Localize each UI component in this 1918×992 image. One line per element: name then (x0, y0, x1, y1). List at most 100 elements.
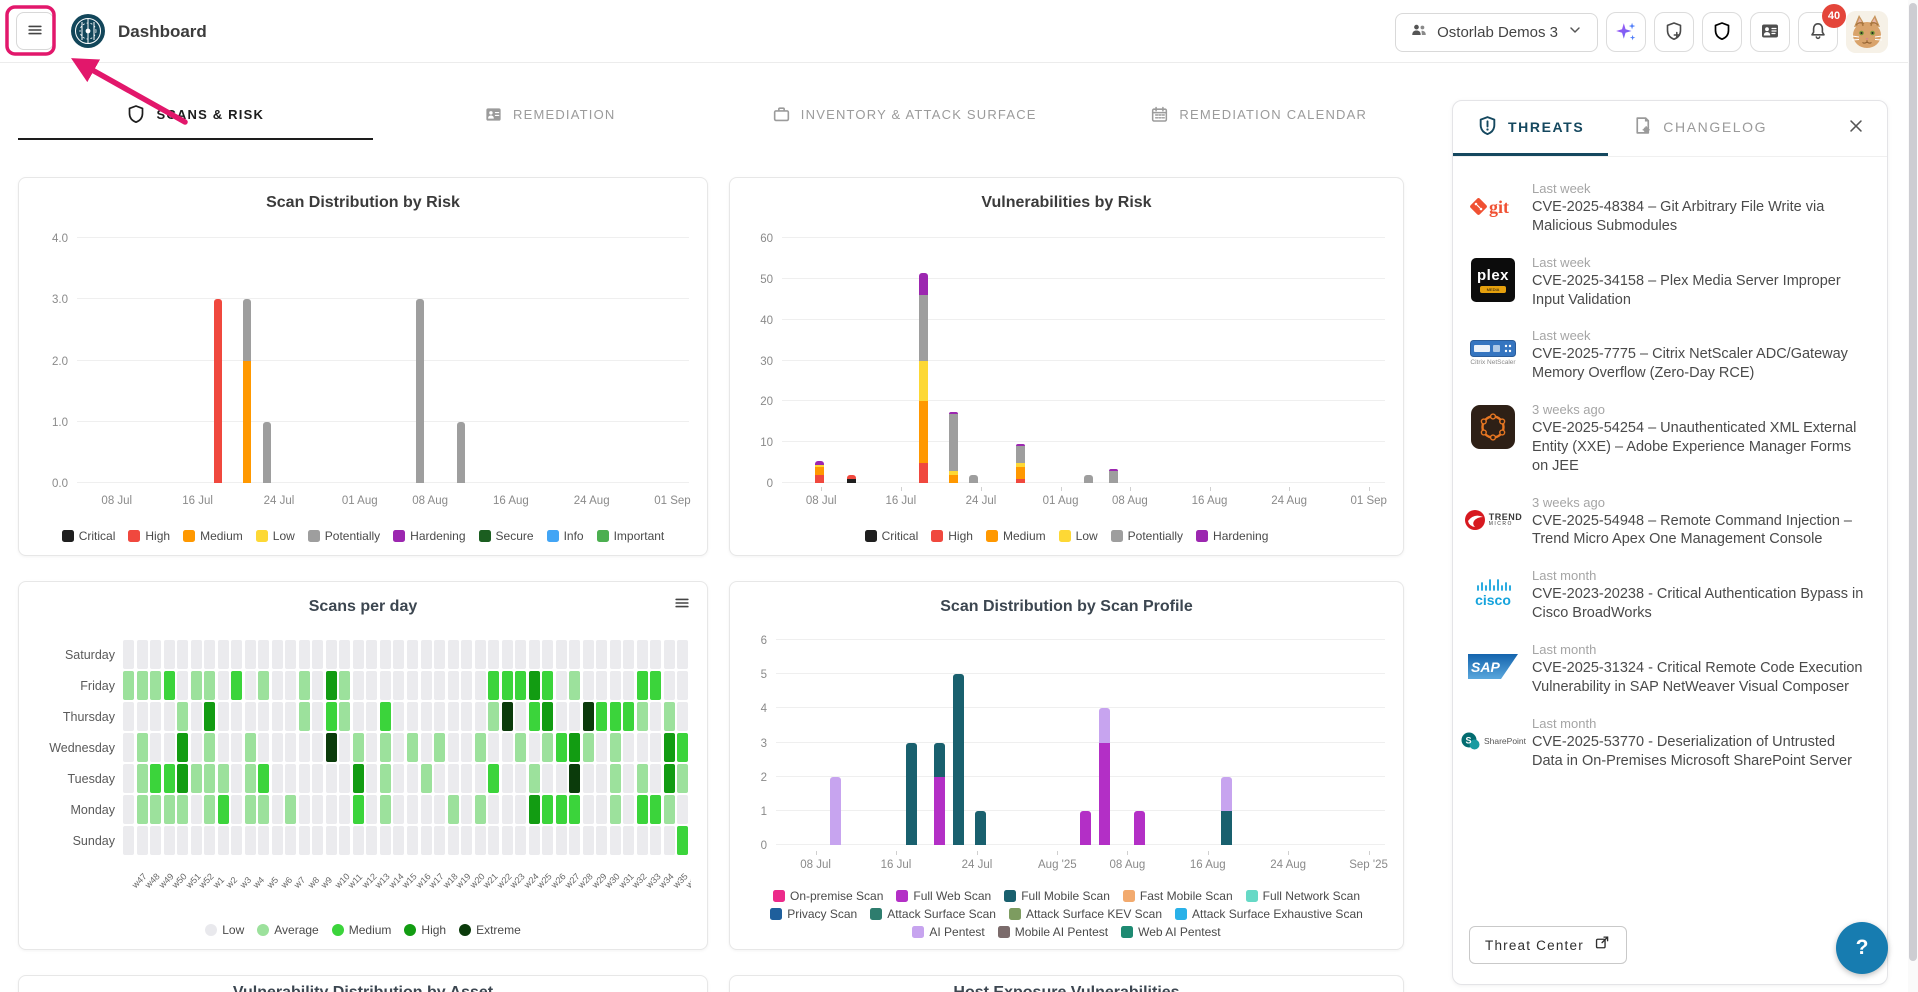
legend-item[interactable]: Attack Surface KEV Scan (1008, 907, 1162, 921)
legend-item[interactable]: Mobile AI Pentest (997, 925, 1108, 939)
legend-item[interactable]: Low (205, 923, 244, 937)
threat-item[interactable]: Citrix NetScaler Last week CVE-2025-7775 –… (1467, 328, 1869, 383)
tab-inventory-attack-surface[interactable]: INVENTORY & ATTACK SURFACE (727, 90, 1082, 140)
legend-item[interactable]: Hardening (393, 529, 466, 543)
legend-swatch (393, 530, 406, 542)
chart-menu-button[interactable] (671, 592, 693, 614)
avatar[interactable] (1846, 11, 1888, 53)
legend-swatch (864, 530, 877, 542)
heatmap-cell (461, 733, 473, 762)
threat-item[interactable]: SAP Last month CVE-2025-31324 - Critical R… (1467, 642, 1869, 697)
legend-item[interactable]: Full Network Scan (1245, 889, 1360, 903)
heatmap-cell (244, 640, 256, 669)
contacts-button[interactable] (1750, 12, 1790, 52)
legend-item[interactable]: Privacy Scan (770, 907, 857, 921)
tab-remediation-calendar[interactable]: REMEDIATION CALENDAR (1082, 90, 1437, 140)
legend-item[interactable]: Average (257, 923, 319, 937)
legend-item[interactable]: Potentially (307, 529, 380, 543)
bell-button[interactable]: 40 (1798, 4, 1846, 52)
legend-item[interactable]: Full Web Scan (896, 889, 991, 903)
tab-changelog[interactable]: CHANGELOG (1608, 101, 1791, 156)
legend-item[interactable]: High (931, 529, 973, 543)
org-selector[interactable]: Ostorlab Demos 3 (1395, 12, 1598, 52)
threat-item[interactable]: 3 weeks ago CVE-2025-54254 – Unauthentica… (1467, 402, 1869, 476)
tab-scans-and-risk[interactable]: SCANS & RISK (18, 90, 373, 140)
legend-item[interactable]: Medium (331, 923, 391, 937)
legend-item[interactable]: Hardening (1196, 529, 1268, 543)
menu-button[interactable] (16, 12, 54, 50)
heatmap-cell (312, 733, 324, 762)
heatmap-cell (150, 640, 162, 669)
legend-item[interactable]: Attack Surface Scan (870, 907, 996, 921)
legend-item[interactable]: Medium (985, 529, 1046, 543)
bar-23-jul (262, 421, 271, 483)
threat-item[interactable]: git Last week CVE-2025-48384 – Git Arbitra… (1467, 181, 1869, 236)
close-button[interactable] (1841, 114, 1871, 144)
gridline (776, 639, 1385, 640)
legend-swatch (1122, 890, 1135, 902)
shield-plus-button[interactable] (1654, 12, 1694, 52)
heatmap-cell (447, 826, 459, 855)
navbar-actions: Ostorlab Demos 3 40 (1395, 4, 1888, 53)
legend-item[interactable]: Secure (478, 529, 534, 543)
threat-center-button[interactable]: Threat Center (1469, 926, 1627, 964)
threat-item[interactable]: S SharePoint Last month CVE-2025-53770 - De… (1461, 716, 1869, 771)
threat-item[interactable]: cisco Last month CVE-2023-20238 - Critical… (1467, 568, 1869, 623)
bar-segment (213, 299, 222, 483)
legend-item[interactable]: Fast Mobile Scan (1122, 889, 1233, 903)
help-button[interactable]: ? (1836, 922, 1888, 974)
heatmap-cell (271, 795, 283, 824)
heatmap-cell (123, 671, 135, 700)
legend-item[interactable]: Full Mobile Scan (1004, 889, 1110, 903)
scrollbar-thumb[interactable] (1909, 3, 1917, 961)
legend-item[interactable]: Critical (61, 529, 115, 543)
heatmap-cell (447, 640, 459, 669)
heatmap-cell (271, 640, 283, 669)
bar-18-jul (213, 299, 222, 483)
legend-item[interactable]: Web AI Pentest (1121, 925, 1221, 939)
bar-segment (949, 413, 959, 471)
y-axis-tick-label: 4.0 (52, 233, 68, 245)
heatmap-cell (555, 795, 567, 824)
legend-item[interactable]: Info (546, 529, 584, 543)
threat-item[interactable]: TREND MICRO 3 weeks ago CVE-2025-54948 – Re… (1464, 495, 1869, 550)
legend-item[interactable]: Potentially (1110, 529, 1183, 543)
heatmap-cell (298, 764, 310, 793)
legend-item[interactable]: On-premise Scan (773, 889, 883, 903)
tab-threats[interactable]: THREATS (1453, 101, 1609, 156)
heatmap-cell (379, 826, 391, 855)
bar-segment (1015, 446, 1025, 463)
heatmap-cell (339, 764, 351, 793)
notification-badge: 40 (1822, 4, 1846, 28)
tab-remediation[interactable]: REMEDIATION (373, 90, 728, 140)
heatmap-cell (663, 733, 675, 762)
legend-item[interactable]: Important (596, 529, 664, 543)
shield-icon (126, 104, 146, 124)
legend-item[interactable]: Low (1058, 529, 1098, 543)
heatmap-cell (461, 671, 473, 700)
heatmap-cell (609, 733, 621, 762)
heatmap-cell (312, 640, 324, 669)
legend-item[interactable]: Medium (183, 529, 243, 543)
sparkles-button[interactable] (1606, 12, 1646, 52)
chart-x-axis: 08 Jul 16 Jul 24 Jul 01 Aug 08 Aug 16 Aug 24 A… (782, 487, 1387, 508)
legend-item[interactable]: High (128, 529, 170, 543)
heatmap-cell (244, 764, 256, 793)
shield-button[interactable] (1702, 12, 1742, 52)
legend-item[interactable]: AI Pentest (912, 925, 985, 939)
chart-menu-button[interactable] (1367, 986, 1389, 992)
legend-item[interactable]: Low (255, 529, 295, 543)
chart-menu-button[interactable] (671, 986, 693, 992)
heatmap-cell (285, 702, 297, 731)
legend-item[interactable]: Attack Surface Exhaustive Scan (1175, 907, 1363, 921)
bar-22-jul (952, 674, 964, 845)
heatmap-cell (163, 764, 175, 793)
x-axis-tick-label: 16 Aug (1191, 495, 1228, 507)
legend-item[interactable]: Critical (864, 529, 918, 543)
bar-10-jul (830, 776, 842, 845)
legend-item[interactable]: High (404, 923, 446, 937)
threat-time: Last week (1532, 328, 1591, 344)
heatmap-cell (663, 826, 675, 855)
legend-item[interactable]: Extreme (459, 923, 521, 937)
